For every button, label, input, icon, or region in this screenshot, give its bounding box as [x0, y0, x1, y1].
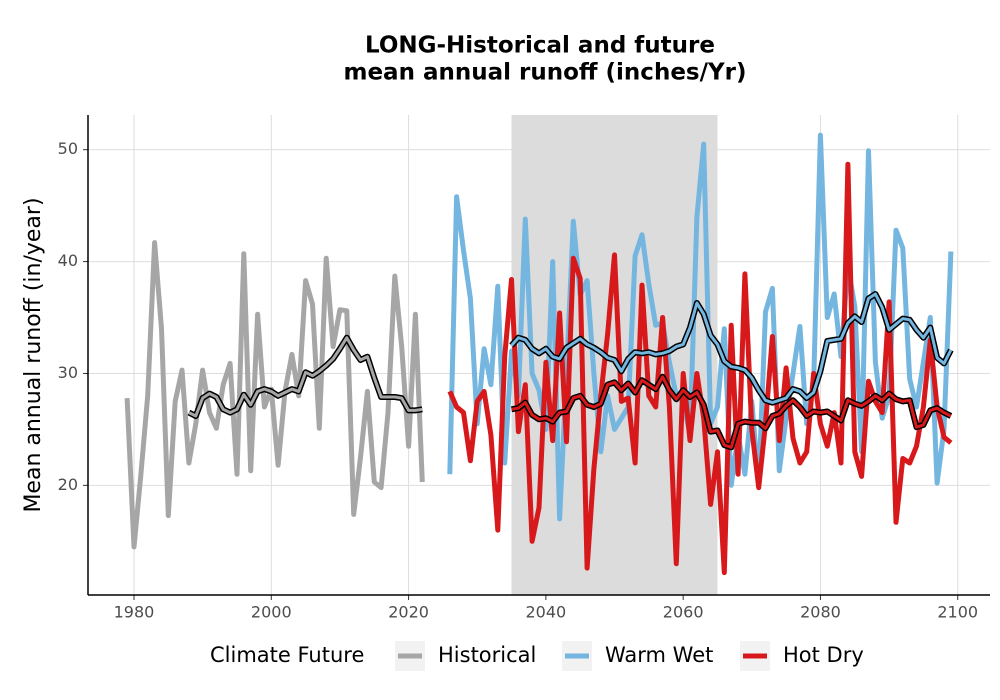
legend-label: Hot Dry: [783, 643, 864, 667]
legend-label: Warm Wet: [605, 643, 713, 667]
x-tick-label: 2060: [663, 603, 704, 622]
x-tick-label: 2100: [937, 603, 978, 622]
series-line: [124, 240, 425, 550]
chart-title: LONG-Historical and future: [365, 33, 715, 59]
smooth-line: [511, 375, 952, 449]
shaded-period: [511, 115, 718, 595]
legend-title: Climate Future: [210, 643, 364, 667]
x-tick-label: 2040: [526, 603, 567, 622]
y-tick-label: 50: [58, 139, 78, 158]
y-tick-label: 20: [58, 475, 78, 494]
x-tick-label: 1980: [114, 603, 155, 622]
series-line: [447, 132, 954, 522]
x-tick-label: 2080: [800, 603, 841, 622]
x-tick-label: 2020: [388, 603, 429, 622]
y-tick-label: 40: [58, 251, 78, 270]
smooth-line: [510, 292, 953, 405]
x-tick-label: 2000: [251, 603, 292, 622]
y-tick-label: 30: [58, 363, 78, 382]
y-axis-label: Mean annual runoff (in/year): [21, 197, 46, 512]
smooth-line: [188, 336, 423, 418]
legend-label: Historical: [438, 643, 536, 667]
chart-title: mean annual runoff (inches/Yr): [343, 60, 746, 86]
